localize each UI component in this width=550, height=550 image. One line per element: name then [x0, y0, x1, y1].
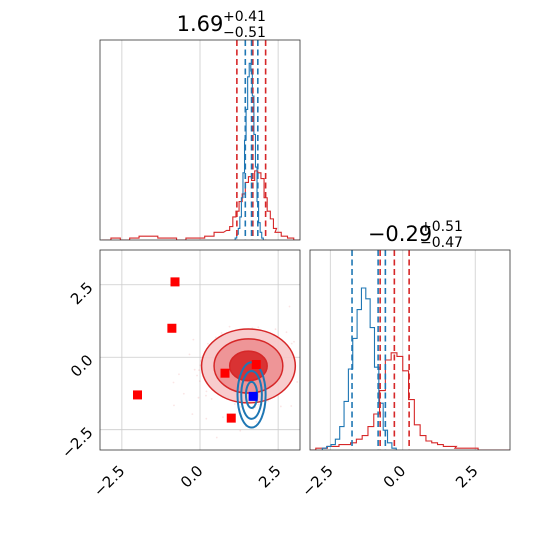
scatter-point: [205, 390, 208, 393]
scatter-point: [220, 332, 223, 334]
x-tick-label: −2.5: [298, 462, 336, 500]
scatter-point: [173, 404, 175, 407]
contour-level: [228, 350, 268, 382]
title-param-2-value: −0.29: [368, 222, 432, 246]
marginal-panel-param-1: [99, 39, 301, 241]
scatter-point: [312, 361, 314, 363]
histogram-series: [234, 62, 264, 240]
scatter-point: [210, 398, 213, 400]
y-tick-label: −2.5: [58, 424, 96, 462]
scatter-point: [239, 429, 242, 432]
title-param-1: 1.69: [177, 12, 224, 36]
scatter-point: [257, 326, 260, 329]
scatter-point: [178, 373, 180, 376]
scatter-point: [240, 405, 242, 408]
scatter-point: [192, 338, 195, 341]
contour-level: [236, 361, 267, 429]
scatter-point: [279, 405, 282, 408]
histogram-series: [101, 170, 300, 240]
scatter-point: [233, 403, 236, 405]
contour-level: [240, 370, 263, 420]
scatter-point: [285, 331, 288, 334]
scatter-point: [222, 416, 224, 419]
scatter-point: [288, 305, 291, 308]
scatter-point: [274, 328, 277, 331]
scatter-point: [257, 403, 260, 406]
scatter-point: [193, 368, 196, 371]
scatter-point: [182, 392, 185, 395]
scatter-point: [191, 413, 194, 416]
marker-point: [170, 277, 180, 287]
x-tick-label: 0.0: [177, 462, 207, 492]
marginal-panel-param-2-frame: [309, 249, 511, 451]
scatter-point: [296, 381, 299, 383]
y-tick-label: 2.5: [67, 279, 97, 309]
title-param-1-minus: −0.51: [223, 25, 266, 41]
scatter-point: [205, 417, 208, 420]
marginal-panel-param-1-frame: [99, 39, 301, 241]
marker-point: [248, 391, 258, 401]
title-param-2-minus: −0.47: [420, 235, 463, 251]
scatter-point: [215, 436, 218, 439]
y-tick-label: 0.0: [67, 351, 97, 381]
scatter-point: [316, 354, 318, 356]
x-tick-label: 2.5: [255, 462, 285, 492]
marker-point: [226, 413, 236, 423]
x-tick-label: −2.5: [90, 462, 128, 500]
marker-point: [220, 368, 230, 378]
scatter-point: [199, 364, 202, 367]
marginal-panel-param-2: −2.5 0.0 2.5: [298, 249, 511, 500]
scatter-point: [293, 340, 295, 343]
scatter-point: [198, 369, 200, 372]
title-param-1-value: 1.69: [177, 12, 224, 36]
x-tick-label: 2.5: [452, 462, 482, 492]
scatter-point: [207, 342, 209, 345]
marker-point: [167, 323, 177, 333]
scatter-point: [308, 337, 310, 339]
histogram-series: [321, 287, 397, 450]
scatter-point: [188, 353, 191, 356]
scatter-point: [228, 325, 231, 328]
scatter-point: [255, 420, 258, 423]
joint-panel-frame: [99, 249, 301, 451]
title-param-2: −0.29: [368, 222, 432, 246]
scatter-point: [290, 342, 293, 345]
scatter-point: [205, 394, 207, 397]
scatter-point: [196, 374, 198, 377]
title-param-1-plus: +0.41: [223, 9, 266, 25]
scatter-point: [321, 377, 323, 379]
marker-point: [133, 390, 142, 400]
scatter-point: [172, 381, 175, 384]
title-param-2-plus: +0.51: [420, 219, 463, 235]
scatter-point: [197, 396, 200, 399]
joint-panel: −2.5 0.0 2.5 −2.5 0.0 2.5: [58, 249, 323, 500]
x-tick-label: 0.0: [380, 462, 410, 492]
scatter-point: [302, 307, 304, 309]
scatter-point: [319, 367, 321, 369]
scatter-point: [290, 405, 293, 407]
marker-point: [251, 359, 261, 369]
scatter-point: [215, 336, 217, 339]
histogram-series: [310, 352, 510, 450]
scatter-point: [198, 380, 201, 383]
